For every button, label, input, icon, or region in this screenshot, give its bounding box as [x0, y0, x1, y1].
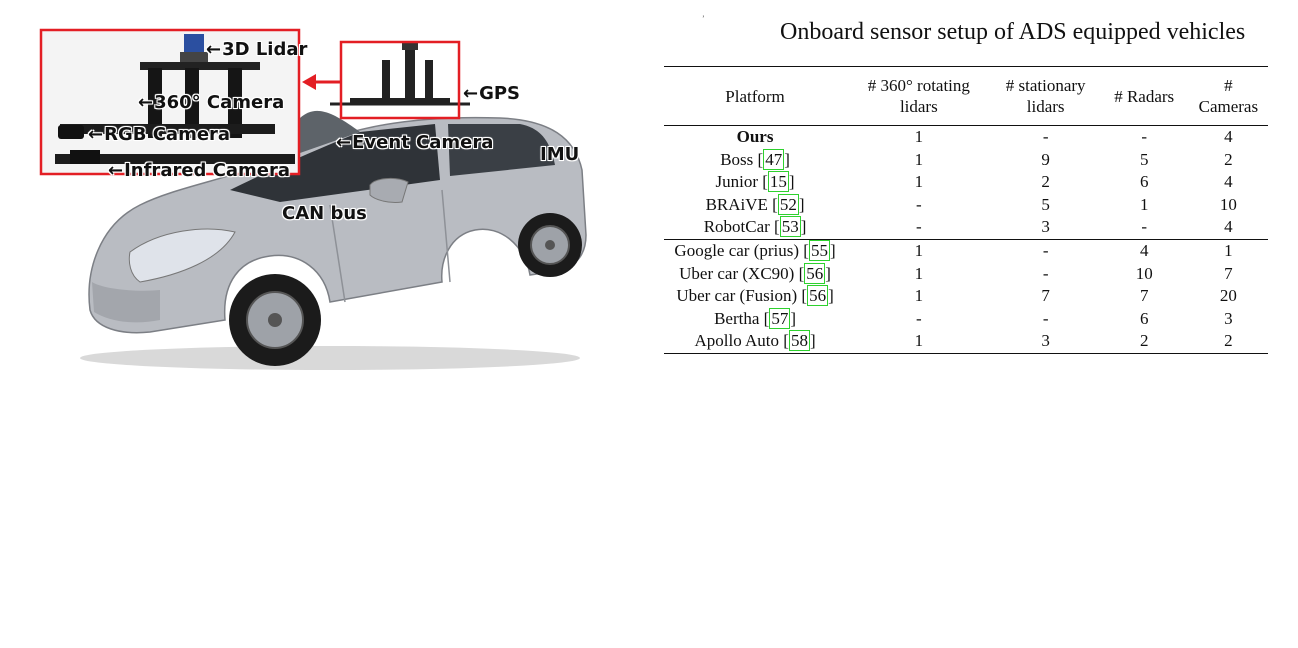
cell-cameras: 4: [1224, 127, 1233, 146]
cell-platform: Google car (prius) [55]: [674, 239, 836, 261]
cell-platform: Uber car (XC90) [56]: [679, 262, 831, 284]
label-event-camera: ←Event Camera: [336, 132, 494, 153]
label-360-camera: ←360° Camera: [138, 92, 285, 113]
cell-platform: Boss [47]: [720, 148, 790, 170]
platform-name: Uber car (Fusion): [676, 286, 798, 306]
cell-stationary-lidars: 2: [1041, 172, 1050, 192]
cell-radars: -: [1099, 216, 1189, 240]
car-illustration: [39, 28, 587, 370]
citation-link[interactable]: 52: [777, 193, 799, 215]
cell-platform: RobotCar [53]: [664, 216, 847, 240]
cell-radars: 4: [1139, 240, 1149, 260]
cell-stationary-lidars: 9: [1041, 149, 1050, 169]
cell-cameras: 7: [1224, 263, 1233, 283]
table-caption: Onboard sensor setup of ADS equipped veh…: [780, 19, 1246, 45]
header-cameras: # Cameras: [1188, 66, 1268, 126]
cell-stationary-lidars: -: [1042, 308, 1049, 328]
cell-radars: 1: [1139, 194, 1149, 214]
platform-name: Junior: [715, 172, 758, 192]
cell-rotating-lidars: 1: [914, 286, 924, 306]
platform-name: Uber car (XC90): [679, 263, 795, 283]
cell-stationary-lidars: 7: [1041, 286, 1050, 306]
platform-name: Boss: [720, 149, 754, 169]
platform-name: Apollo Auto: [694, 331, 780, 351]
cell-rotating-lidars: -: [916, 194, 922, 214]
cell-cameras: 10: [1219, 194, 1237, 214]
label-gps: ←GPS: [463, 83, 521, 104]
cell-radars: 7: [1139, 286, 1149, 306]
cell-cameras: 1: [1224, 240, 1233, 260]
cell-stationary-lidars: 3: [991, 216, 1100, 240]
cell-cameras: 4: [1188, 216, 1268, 240]
table-row: Uber car (XC90) [56] 1 - 10 7: [664, 262, 1268, 286]
cell-stationary-lidars: -: [1042, 127, 1049, 146]
citation-link[interactable]: 53: [779, 216, 801, 238]
cell-rotating-lidars: -: [916, 308, 922, 328]
cell-platform: Uber car (Fusion) [56]: [676, 285, 834, 307]
citation-link[interactable]: 57: [769, 307, 791, 329]
platform-name: RobotCar: [703, 217, 770, 237]
cell-cameras: 4: [1224, 172, 1233, 192]
table-row: Junior [15] 1 2 6 4: [664, 171, 1268, 194]
label-rgb-camera: ←RGB Camera: [88, 124, 231, 145]
cell-rotating-lidars: 1: [914, 263, 924, 283]
stray-mark: ’: [702, 14, 705, 23]
label-infrared-camera: ←Infrared Camera: [108, 160, 291, 181]
table-row: RobotCar [53] -3-4: [664, 216, 1268, 240]
citation-link[interactable]: 58: [788, 330, 810, 352]
cell-rotating-lidars: 1: [914, 127, 924, 146]
cell-rotating-lidars: 1: [914, 149, 924, 169]
table-row: BRAiVE [52] - 5 1 10: [664, 193, 1268, 217]
header-platform: Platform: [664, 66, 847, 126]
platform-name: Google car (prius): [674, 240, 800, 260]
header-rotating-lidars: # 360° rotating lidars: [846, 66, 992, 126]
cell-radars: 6: [1139, 172, 1149, 192]
citation-link[interactable]: 55: [808, 239, 830, 261]
table-row: Boss [47] 1 9 5 2: [664, 148, 1268, 172]
cell-platform: Ours: [664, 126, 846, 149]
cell-rotating-lidars: 1: [914, 240, 924, 260]
label-3d-lidar: ←3D Lidar: [206, 39, 308, 60]
table-row: Bertha [57] - - 6 3: [664, 307, 1268, 331]
cell-rotating-lidars: -: [846, 216, 992, 240]
header-radars: # Radars: [1099, 66, 1189, 126]
cell-radars: 6: [1139, 308, 1149, 328]
table-body: Ours 1- -4 Boss [47] 1 9 5 2 Junior [15] 1 2 6 4 BRAi…: [664, 126, 1268, 354]
platform-name: Ours: [736, 127, 774, 146]
cell-platform: BRAiVE [52]: [705, 193, 805, 215]
table-row: Uber car (Fusion) [56] 1 7 7 20: [664, 285, 1268, 308]
citation-link[interactable]: 56: [804, 262, 826, 284]
cell-stationary-lidars: -: [1042, 240, 1049, 260]
cell-platform: Junior [15]: [715, 171, 795, 193]
citation-link[interactable]: 56: [807, 285, 829, 307]
cell-cameras: 3: [1224, 308, 1233, 328]
cell-radars: 5: [1139, 149, 1149, 169]
platform-name: Bertha: [714, 308, 760, 328]
table-row: Apollo Auto [58] 1 3 2 2: [664, 330, 1268, 354]
cell-rotating-lidars: 1: [846, 330, 992, 354]
header-stationary-lidars: # stationary lidars: [991, 66, 1100, 126]
cell-platform: Bertha [57]: [714, 307, 796, 329]
citation-link[interactable]: 15: [767, 171, 789, 193]
cell-radars: -: [1141, 127, 1148, 146]
label-can-bus: CAN bus: [282, 203, 367, 224]
cell-radars: 2: [1099, 330, 1189, 354]
table-row: Ours 1 - - 4: [664, 126, 1268, 149]
sensor-table: Platform # 360° rotating lidars # statio…: [664, 66, 1268, 354]
cell-cameras: 20: [1219, 286, 1237, 306]
cell-radars: 10: [1135, 263, 1153, 283]
cell-cameras: 2: [1224, 149, 1233, 169]
cell-stationary-lidars: 3: [991, 330, 1100, 354]
cell-cameras: 2: [1188, 330, 1268, 354]
cell-stationary-lidars: 5: [1041, 194, 1050, 214]
cell-platform: Apollo Auto [58]: [664, 330, 847, 354]
citation-link[interactable]: 47: [763, 148, 785, 170]
table-row: Google car (prius) [55] 1 - 4 1: [664, 239, 1268, 262]
label-imu: IMU: [540, 144, 580, 165]
table-header-row: Platform # 360° rotating lidars # statio…: [664, 66, 1268, 126]
cell-stationary-lidars: -: [1042, 263, 1049, 283]
platform-name: BRAiVE: [705, 194, 768, 214]
sensor-figure: ←3D Lidar ←360° Camera ←RGB Camera ←Infr…: [30, 20, 600, 375]
cell-rotating-lidars: 1: [914, 172, 924, 192]
